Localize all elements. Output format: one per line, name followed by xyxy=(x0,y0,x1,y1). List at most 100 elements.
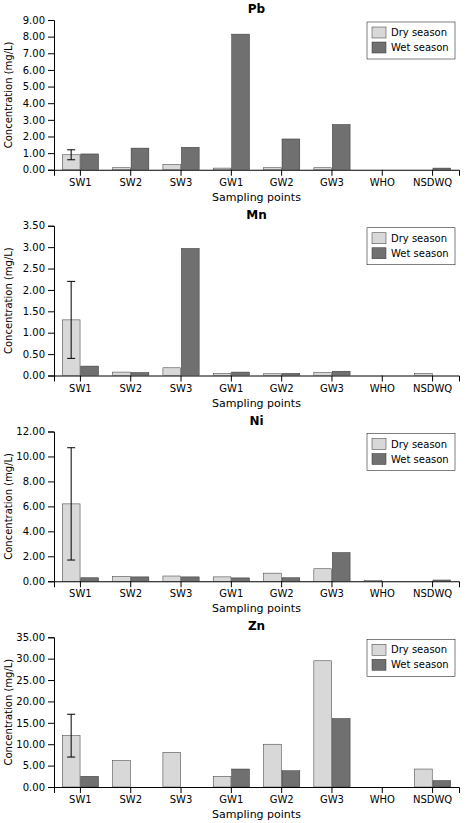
y-tick-mark xyxy=(48,581,54,582)
x-tick-label: GW2 xyxy=(270,794,294,805)
bar xyxy=(314,569,332,581)
x-tick-mark xyxy=(181,787,182,793)
legend-swatch xyxy=(372,233,386,244)
x-tick: SW2 xyxy=(119,581,142,599)
x-tick-label: SW3 xyxy=(170,794,193,805)
y-tick: 0.00 xyxy=(23,782,54,793)
x-tick-label: GW3 xyxy=(320,794,344,805)
x-tick: SW1 xyxy=(69,787,92,805)
y-tick-label: 0.50 xyxy=(23,349,45,360)
legend: Dry seasonWet season xyxy=(367,228,455,265)
y-tick-mark xyxy=(48,659,54,660)
y-tick-mark xyxy=(48,20,54,21)
x-tick-label: NSDWQ xyxy=(413,383,452,394)
bar xyxy=(383,375,401,376)
x-tick-mark xyxy=(331,170,332,176)
x-tick-label: WHO xyxy=(370,794,395,805)
bar xyxy=(163,164,181,169)
y-tick-label: 0.00 xyxy=(23,576,45,587)
x-axis: SW1SW2SW3GW1GW2GW3WHONSDWQ xyxy=(55,170,460,188)
bar xyxy=(181,248,199,375)
y-tick-label: 3.50 xyxy=(23,220,45,231)
x-tick-mark xyxy=(80,581,81,587)
y-tick-label: 0.00 xyxy=(23,370,45,381)
panel: 0.000.501.001.502.002.503.003.50SW1SW2SW… xyxy=(3,208,460,410)
legend-item: Dry season xyxy=(372,439,447,450)
panel: 0.005.0010.0015.0020.0025.0030.0035.00SW… xyxy=(3,619,460,821)
x-tick-mark xyxy=(80,787,81,793)
y-axis: 0.000.501.001.502.002.503.003.50 xyxy=(23,220,55,381)
y-tick-label: 8.00 xyxy=(23,31,45,42)
y-tick-mark xyxy=(48,354,54,355)
legend-label: Wet season xyxy=(391,659,449,670)
y-tick-label: 4.00 xyxy=(23,526,45,537)
x-tick-label: WHO xyxy=(370,177,395,188)
legend-item: Wet season xyxy=(372,248,449,259)
x-tick: NSDWQ xyxy=(413,787,452,805)
plot: 0.005.0010.0015.0020.0025.0030.0035.00SW… xyxy=(3,619,460,821)
x-tick: WHO xyxy=(370,170,395,188)
x-tick: GW3 xyxy=(320,787,344,805)
x-tick-label: NSDWQ xyxy=(413,794,452,805)
y-tick: 9.00 xyxy=(23,15,54,26)
bar xyxy=(332,371,350,375)
y-tick-label: 1.50 xyxy=(23,306,45,317)
y-axis-line xyxy=(48,638,55,788)
y-tick-mark xyxy=(48,226,54,227)
x-tick-mark xyxy=(181,376,182,382)
x-tick-label: SW3 xyxy=(170,383,193,394)
bar xyxy=(433,168,451,170)
y-tick-mark xyxy=(48,637,54,638)
bar xyxy=(81,366,99,375)
x-tick: GW1 xyxy=(219,581,243,599)
x-tick: GW3 xyxy=(320,581,344,599)
x-tick: NSDWQ xyxy=(413,376,452,394)
title: Ni xyxy=(249,414,263,428)
bar xyxy=(332,719,350,787)
y-tick-label: 12.00 xyxy=(16,426,45,437)
y-tick-label: 10.00 xyxy=(16,739,45,750)
x-tick: WHO xyxy=(370,787,395,805)
y-tick-mark xyxy=(48,701,54,702)
legend-frame xyxy=(367,22,455,59)
bar xyxy=(314,373,332,376)
bar-series xyxy=(62,320,432,376)
bar-series xyxy=(81,719,451,787)
bar xyxy=(364,375,382,376)
y-tick: 8.00 xyxy=(23,31,54,42)
error-bar-stem xyxy=(71,150,72,160)
x-axis-line xyxy=(55,582,460,588)
legend-swatch xyxy=(372,42,386,53)
x-tick-mark xyxy=(231,170,232,176)
x-tick-label: SW1 xyxy=(69,383,92,394)
x-tick-mark xyxy=(281,170,282,176)
bar xyxy=(81,776,99,787)
x-tick-mark xyxy=(432,376,433,382)
error-bars xyxy=(67,150,75,160)
x-axis: SW1SW2SW3GW1GW2GW3WHONSDWQ xyxy=(55,376,460,394)
y-tick-label: 10.00 xyxy=(16,451,45,462)
x-tick-label: SW3 xyxy=(170,177,193,188)
x-tick-mark xyxy=(231,787,232,793)
y-axis-line xyxy=(48,226,55,376)
y-tick-label: 9.00 xyxy=(23,15,45,26)
bar xyxy=(433,375,451,376)
bar xyxy=(332,124,350,169)
bar xyxy=(81,154,99,170)
y-tick: 1.00 xyxy=(23,148,54,159)
x-tick: SW2 xyxy=(119,170,142,188)
x-tick-mark xyxy=(130,376,131,382)
bar xyxy=(282,771,300,787)
y-tick: 20.00 xyxy=(16,696,54,707)
x-tick: GW2 xyxy=(270,787,294,805)
bar xyxy=(163,368,181,376)
legend-swatch xyxy=(372,439,386,450)
x-tick-label: SW2 xyxy=(119,177,142,188)
legend: Dry seasonWet season xyxy=(367,22,455,59)
y-tick: 5.00 xyxy=(23,760,54,771)
y-tick: 1.50 xyxy=(23,306,54,317)
x-tick-mark xyxy=(130,581,131,587)
bar xyxy=(213,577,231,581)
bar xyxy=(383,169,401,170)
y-tick-mark xyxy=(48,53,54,54)
